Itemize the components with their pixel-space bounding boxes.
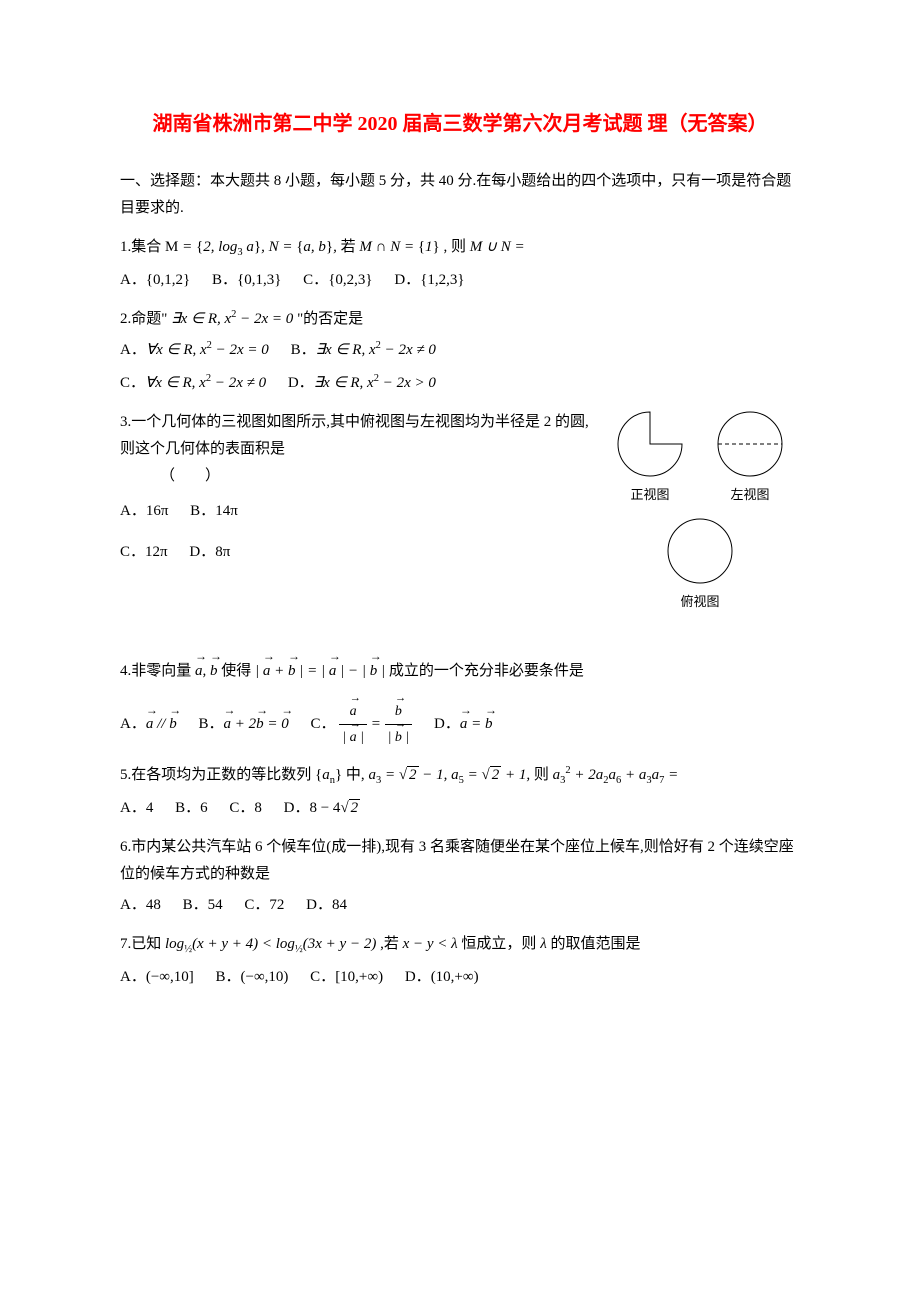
q3-opt-c: C．12π — [120, 539, 168, 566]
q6-stem: 6.市内某公共汽车站 6 个候车位(成一排),现有 3 名乘客随便坐在某个座位上… — [120, 839, 794, 882]
q6-opt-a-val: 48 — [146, 897, 161, 913]
section-1-heading: 一、选择题：本大题共 8 小题，每小题 5 分，共 40 分.在每小题给出的四个… — [120, 168, 800, 222]
q3-opt-c-val: 12π — [145, 544, 168, 560]
q3-opt-b: B．14π — [190, 498, 238, 525]
q7-opt-c: C．[10,+∞) — [310, 964, 383, 991]
question-5: 5.在各项均为正数的等比数列 {an} 中, a3 = √2 − 1, a5 =… — [120, 762, 800, 791]
q7-stem-mid: ,若 — [380, 936, 403, 952]
q1-stem-mid: 若 — [341, 239, 360, 255]
q3-stem: 3.一个几何体的三视图如图所示,其中俯视图与左视图均为半径是 2 的圆,则这个几… — [120, 414, 589, 457]
page-title: 湖南省株洲市第二中学 2020 届高三数学第六次月考试题 理（无答案） — [120, 100, 800, 148]
q1-options: A．{0,1,2} B．{0,1,3} C．{0,2,3} D．{1,2,3} — [120, 267, 800, 294]
q6-opt-d: D．84 — [306, 892, 347, 919]
q4-opt-c: C． a| a | = b| b | — [310, 699, 412, 750]
q1-opt-c-val: {0,2,3} — [328, 272, 372, 288]
q2-opt-b: B．∃x ∈ R, x2 − 2x ≠ 0 — [291, 337, 436, 364]
q3-opt-b-val: 14π — [215, 503, 238, 519]
question-3: 3.一个几何体的三视图如图所示,其中俯视图与左视图均为半径是 2 的圆,则这个几… — [120, 409, 800, 490]
question-1: 1.集合 M = {2, log3 a}, N = {a, b}, 若 M ∩ … — [120, 234, 800, 263]
top-view-label: 俯视图 — [660, 590, 740, 613]
q5-stem-mid: 中, — [346, 767, 369, 783]
q7-options: A．(−∞,10] B．(−∞,10) C．[10,+∞) D．(10,+∞) — [120, 964, 800, 991]
q4-options: A．a // b B．a + 2b = 0 C． a| a | = b| b |… — [120, 699, 800, 750]
q4-opt-a: A．a // b — [120, 711, 177, 738]
q7-opt-b: B．(−∞,10) — [216, 964, 289, 991]
q7-opt-a-val: (−∞,10] — [146, 969, 194, 985]
q1-stem-pre: 1.集合 — [120, 239, 165, 255]
q4-stem-pre: 4.非零向量 — [120, 663, 195, 679]
q3-opt-d-val: 8π — [215, 544, 230, 560]
q5-opt-c: C．8 — [229, 795, 262, 822]
q2-math: ∃x ∈ R, x2 − 2x = 0 — [171, 311, 293, 327]
q7-stem-end: 的取值范围是 — [550, 936, 640, 952]
q1-stem-post: , 则 — [444, 239, 470, 255]
q7-opt-c-val: [10,+∞) — [335, 969, 383, 985]
q7-opt-d: D．(10,+∞) — [405, 964, 479, 991]
q1-math-1: M = {2, log3 a}, N = {a, b}, — [165, 239, 337, 255]
q4-opt-d: D．a = b — [434, 711, 492, 738]
q2-stem-post: "的否定是 — [297, 311, 363, 327]
q7-opt-a: A．(−∞,10] — [120, 964, 194, 991]
q7-opt-b-val: (−∞,10) — [241, 969, 289, 985]
q5-opt-a: A．4 — [120, 795, 153, 822]
q7-stem-pre: 7.已知 — [120, 936, 165, 952]
q5-opt-a-val: 4 — [146, 800, 154, 816]
q3-opt-a: A．16π — [120, 498, 168, 525]
q3-paren: （ ） — [160, 463, 800, 490]
question-4: 4.非零向量 a, b 使得 | a + b | = | a | − | b |… — [120, 658, 800, 685]
q3-opt-d: D．8π — [189, 539, 230, 566]
q4-opt-b: B．a + 2b = 0 — [198, 711, 288, 738]
q2-opt-c: C．∀x ∈ R, x2 − 2x ≠ 0 — [120, 370, 266, 397]
q1-opt-a-val: {0,1,2} — [146, 272, 190, 288]
q1-opt-a: A．{0,1,2} — [120, 267, 190, 294]
q6-opt-b-val: 54 — [208, 897, 223, 913]
q1-math-2: M ∩ N = {1} — [359, 239, 439, 255]
q6-opt-a: A．48 — [120, 892, 161, 919]
q7-opt-d-val: (10,+∞) — [431, 969, 479, 985]
q2-opt-d: D．∃x ∈ R, x2 − 2x > 0 — [288, 370, 436, 397]
q1-opt-d-val: {1,2,3} — [420, 272, 464, 288]
q6-options: A．48 B．54 C．72 D．84 — [120, 892, 800, 919]
question-2: 2.命题" ∃x ∈ R, x2 − 2x = 0 "的否定是 — [120, 306, 800, 333]
question-6: 6.市内某公共汽车站 6 个候车位(成一排),现有 3 名乘客随便坐在某个座位上… — [120, 834, 800, 888]
q3-opt-a-val: 16π — [146, 503, 169, 519]
q4-stem-post: 成立的一个充分非必要条件是 — [389, 663, 584, 679]
q5-stem-pre: 5.在各项均为正数的等比数列 — [120, 767, 315, 783]
q2-opt-a: A．∀x ∈ R, x2 − 2x = 0 — [120, 337, 269, 364]
top-view-icon — [660, 516, 740, 586]
q6-opt-c-val: 72 — [269, 897, 284, 913]
q6-opt-d-val: 84 — [332, 897, 347, 913]
q5-opt-c-val: 8 — [254, 800, 262, 816]
q5-opt-b: B．6 — [175, 795, 208, 822]
q6-opt-c: C．72 — [244, 892, 284, 919]
question-7: 7.已知 log½(x + y + 4) < log½(3x + y − 2) … — [120, 931, 800, 960]
q2-options: A．∀x ∈ R, x2 − 2x = 0 B．∃x ∈ R, x2 − 2x … — [120, 337, 800, 397]
q6-opt-b: B．54 — [183, 892, 223, 919]
q1-opt-c: C．{0,2,3} — [303, 267, 372, 294]
q5-opt-d: D．8 − 4√2 — [284, 795, 361, 822]
q4-stem-mid: 使得 — [221, 663, 255, 679]
q1-opt-b: B．{0,1,3} — [212, 267, 281, 294]
q1-opt-d: D．{1,2,3} — [394, 267, 464, 294]
q2-stem-pre: 2.命题" — [120, 311, 167, 327]
q5-options: A．4 B．6 C．8 D．8 − 4√2 — [120, 795, 800, 822]
q7-stem-post: 恒成立，则 — [461, 936, 540, 952]
q1-math-3: M ∪ N = — [470, 239, 525, 255]
q5-stem-post: 则 — [534, 767, 553, 783]
q1-opt-b-val: {0,1,3} — [237, 272, 281, 288]
q5-opt-b-val: 6 — [200, 800, 208, 816]
